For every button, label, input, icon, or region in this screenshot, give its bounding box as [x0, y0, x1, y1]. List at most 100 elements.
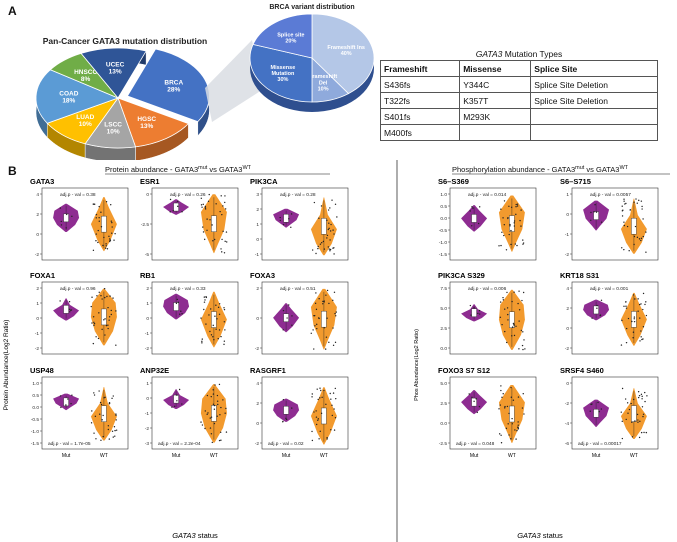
data-point [469, 210, 471, 212]
data-point [638, 199, 640, 202]
data-point [98, 217, 100, 219]
y-tick-label: -4 [565, 421, 570, 427]
data-point [642, 338, 644, 340]
data-point [333, 429, 336, 431]
data-point [288, 304, 290, 306]
data-point [322, 240, 325, 243]
data-point [621, 420, 623, 423]
data-point [223, 340, 226, 342]
data-point [522, 291, 525, 294]
data-point [634, 225, 637, 228]
data-point [217, 306, 220, 309]
box-mut [471, 214, 477, 223]
data-point [335, 315, 337, 317]
data-point [479, 313, 481, 315]
data-point [513, 334, 516, 337]
data-point [475, 398, 477, 400]
data-point [521, 407, 524, 409]
data-point [510, 438, 512, 440]
data-point [217, 337, 219, 340]
y-tick-label: 1.0 [32, 381, 39, 387]
data-point [499, 404, 501, 406]
x-category-wt: WT [320, 453, 328, 459]
data-point [98, 413, 101, 415]
data-point [179, 313, 181, 315]
data-point [642, 415, 644, 418]
data-point [210, 334, 213, 336]
data-point [621, 210, 624, 212]
title-sup: mut [198, 165, 208, 171]
data-point [323, 248, 326, 250]
header-missense: Missense [459, 60, 532, 77]
data-point [112, 395, 114, 397]
data-point [513, 291, 515, 293]
data-point [67, 398, 69, 400]
data-point [513, 225, 516, 227]
data-point [326, 219, 328, 221]
y-tick-label: 1 [146, 301, 149, 307]
data-point [633, 243, 635, 246]
data-point [111, 430, 114, 432]
data-point [473, 400, 475, 403]
data-point [318, 438, 320, 440]
slice-label-line: BRCA [164, 79, 183, 86]
data-point [641, 205, 643, 208]
data-point [224, 201, 226, 204]
data-point [218, 439, 221, 442]
data-point [325, 403, 327, 406]
pie-label-hgsc: HGSC 13% [137, 116, 156, 130]
data-point [100, 295, 102, 297]
data-point [203, 238, 206, 241]
data-point [645, 301, 647, 303]
data-point [221, 238, 223, 241]
data-point [207, 412, 209, 414]
data-point [111, 226, 113, 228]
mutation-types-table: Frameshift Missense Splice Site S436fs Y3… [379, 60, 658, 141]
data-point [621, 319, 623, 322]
data-point [313, 201, 316, 204]
table-cell: Y344C [459, 76, 532, 93]
data-point [645, 251, 647, 253]
data-point [501, 231, 503, 233]
data-point [499, 316, 502, 318]
data-point [220, 431, 222, 434]
data-point [624, 398, 627, 400]
data-point [110, 313, 113, 316]
data-point [321, 242, 323, 244]
data-point [181, 211, 183, 213]
data-point [105, 201, 108, 203]
data-point [319, 430, 321, 433]
data-point [109, 238, 111, 240]
data-point [590, 211, 592, 214]
box-mut [283, 313, 289, 322]
data-point [625, 307, 628, 309]
violin-panel-title: FOXA3 [250, 271, 275, 280]
y-tick-label: -5 [145, 252, 150, 258]
data-point [320, 412, 323, 415]
data-point [100, 403, 103, 406]
y-tick-label: -2 [565, 401, 570, 407]
data-point [630, 402, 632, 405]
y-tick-label: -2.5 [141, 222, 150, 228]
data-point [107, 306, 109, 309]
data-point [321, 396, 323, 399]
y-tick-label: -1.0 [31, 429, 40, 435]
data-point [332, 392, 335, 394]
data-point [285, 417, 287, 420]
data-point [594, 204, 596, 206]
data-point [181, 313, 183, 315]
data-point [333, 233, 335, 235]
pie-label-luad: LUAD 10% [76, 114, 94, 128]
data-point [634, 298, 636, 300]
data-point [105, 243, 107, 245]
data-point [515, 206, 517, 208]
data-point [225, 407, 227, 410]
y-tick-label: -1 [145, 411, 150, 417]
data-point [313, 315, 315, 317]
slice-label-line: COAD [59, 90, 78, 97]
data-point [93, 323, 96, 325]
y-tick-label: 0 [146, 316, 149, 322]
y-tick-label: -2 [565, 346, 570, 352]
brca-slice-label: Splice site 20% [277, 32, 304, 44]
data-point [104, 247, 107, 249]
